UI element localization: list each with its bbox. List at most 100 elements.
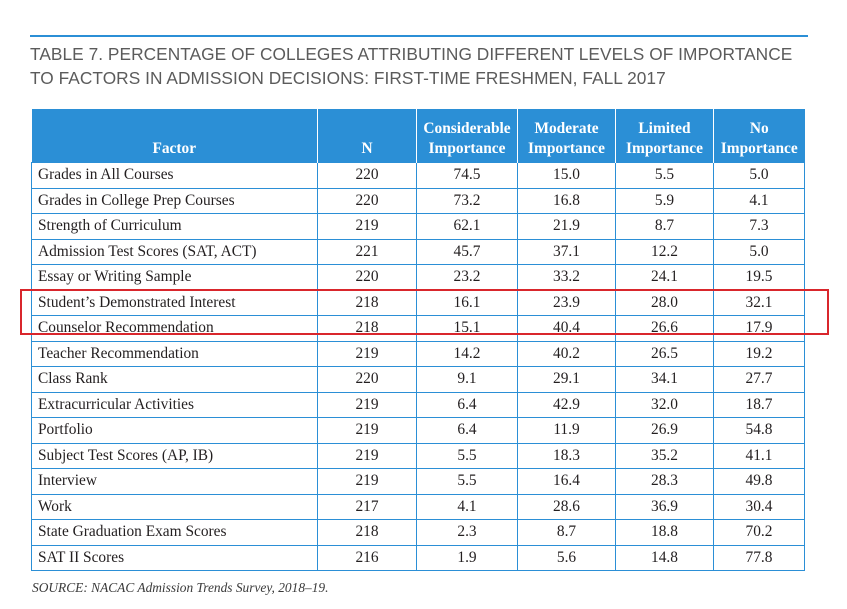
cell-limited: 26.5 [615, 340, 714, 367]
table-row: Class Rank 220 9.1 29.1 34.1 27.7 [31, 366, 805, 393]
cell-moderate: 42.9 [517, 391, 616, 418]
cell-limited: 34.1 [615, 366, 714, 393]
table-row: Essay or Writing Sample 220 23.2 33.2 24.1 19… [31, 264, 805, 291]
cell-factor: Grades in College Prep Courses [31, 187, 318, 214]
cell-no: 4.1 [713, 187, 805, 214]
header-moderate-importance: Moderate Importance [517, 109, 616, 163]
table-row: Grades in College Prep Courses 220 73.2 16.… [31, 187, 805, 214]
cell-factor: Portfolio [31, 417, 318, 444]
cell-considerable: 2.3 [416, 519, 518, 546]
cell-considerable: 4.1 [416, 493, 518, 520]
table-header-row: Factor N Considerable Importance Moderate… [31, 109, 805, 163]
cell-limited: 26.6 [615, 315, 714, 342]
cell-factor: Essay or Writing Sample [31, 264, 318, 291]
cell-no: 41.1 [713, 442, 805, 469]
cell-n: 220 [317, 366, 417, 393]
importance-table: Factor N Considerable Importance Moderate… [31, 109, 805, 571]
cell-no: 19.2 [713, 340, 805, 367]
cell-n: 217 [317, 493, 417, 520]
cell-limited: 5.9 [615, 187, 714, 214]
table-row: Interview 219 5.5 16.4 28.3 49.8 [31, 468, 805, 495]
header-limited-importance: Limited Importance [615, 109, 714, 163]
cell-moderate: 18.3 [517, 442, 616, 469]
cell-moderate: 21.9 [517, 213, 616, 240]
cell-considerable: 62.1 [416, 213, 518, 240]
table-row: Work 217 4.1 28.6 36.9 30.4 [31, 493, 805, 520]
cell-limited: 26.9 [615, 417, 714, 444]
cell-considerable: 15.1 [416, 315, 518, 342]
cell-no: 19.5 [713, 264, 805, 291]
cell-no: 30.4 [713, 493, 805, 520]
table-row: Portfolio 219 6.4 11.9 26.9 54.8 [31, 417, 805, 444]
table-row: Subject Test Scores (AP, IB) 219 5.5 18.3 35… [31, 442, 805, 469]
cell-limited: 18.8 [615, 519, 714, 546]
cell-limited: 36.9 [615, 493, 714, 520]
cell-moderate: 40.4 [517, 315, 616, 342]
title-rule [30, 35, 808, 37]
header-no-importance: No Importance [713, 109, 805, 163]
cell-no: 54.8 [713, 417, 805, 444]
cell-no: 77.8 [713, 544, 805, 571]
cell-no: 49.8 [713, 468, 805, 495]
table-row: Admission Test Scores (SAT, ACT) 221 45.7 3… [31, 238, 805, 265]
cell-n: 219 [317, 468, 417, 495]
cell-factor: Class Rank [31, 366, 318, 393]
cell-n: 219 [317, 340, 417, 367]
cell-considerable: 5.5 [416, 468, 518, 495]
cell-factor: Teacher Recommendation [31, 340, 318, 367]
cell-n: 219 [317, 213, 417, 240]
table-row: Extracurricular Activities 219 6.4 42.9 32.0… [31, 391, 805, 418]
cell-no: 7.3 [713, 213, 805, 240]
cell-limited: 8.7 [615, 213, 714, 240]
cell-limited: 14.8 [615, 544, 714, 571]
cell-n: 220 [317, 162, 417, 189]
source-note: SOURCE: NACAC Admission Trends Survey, 2… [32, 580, 329, 595]
cell-factor: Counselor Recommendation [31, 315, 318, 342]
cell-n: 218 [317, 519, 417, 546]
header-n: N [317, 109, 417, 163]
cell-moderate: 16.4 [517, 468, 616, 495]
cell-n: 220 [317, 187, 417, 214]
cell-limited: 32.0 [615, 391, 714, 418]
cell-factor: Subject Test Scores (AP, IB) [31, 442, 318, 469]
cell-no: 18.7 [713, 391, 805, 418]
cell-factor: SAT II Scores [31, 544, 318, 571]
cell-moderate: 16.8 [517, 187, 616, 214]
cell-n: 219 [317, 442, 417, 469]
cell-considerable: 73.2 [416, 187, 518, 214]
cell-moderate: 15.0 [517, 162, 616, 189]
cell-n: 221 [317, 238, 417, 265]
cell-factor: Strength of Curriculum [31, 213, 318, 240]
cell-moderate: 29.1 [517, 366, 616, 393]
cell-limited: 24.1 [615, 264, 714, 291]
table-row: State Graduation Exam Scores 218 2.3 8.7 18.… [31, 519, 805, 546]
cell-n: 218 [317, 315, 417, 342]
cell-considerable: 5.5 [416, 442, 518, 469]
cell-considerable: 6.4 [416, 391, 518, 418]
table-row: Grades in All Courses 220 74.5 15.0 5.5 5.0 [31, 162, 805, 189]
cell-limited: 5.5 [615, 162, 714, 189]
cell-factor: Student’s Demonstrated Interest [31, 289, 318, 316]
cell-no: 27.7 [713, 366, 805, 393]
cell-factor: Interview [31, 468, 318, 495]
cell-considerable: 74.5 [416, 162, 518, 189]
table-body: Grades in All Courses 220 74.5 15.0 5.5 5.0 Gr… [31, 162, 805, 571]
cell-factor: State Graduation Exam Scores [31, 519, 318, 546]
cell-n: 220 [317, 264, 417, 291]
cell-moderate: 8.7 [517, 519, 616, 546]
data-table-container: Factor N Considerable Importance Moderate… [31, 109, 805, 571]
cell-no: 17.9 [713, 315, 805, 342]
cell-n: 216 [317, 544, 417, 571]
cell-considerable: 14.2 [416, 340, 518, 367]
cell-limited: 28.3 [615, 468, 714, 495]
cell-factor: Work [31, 493, 318, 520]
cell-no: 5.0 [713, 238, 805, 265]
cell-considerable: 9.1 [416, 366, 518, 393]
cell-considerable: 23.2 [416, 264, 518, 291]
cell-considerable: 6.4 [416, 417, 518, 444]
cell-n: 219 [317, 391, 417, 418]
header-factor: Factor [31, 109, 318, 163]
cell-limited: 35.2 [615, 442, 714, 469]
cell-no: 70.2 [713, 519, 805, 546]
cell-considerable: 45.7 [416, 238, 518, 265]
